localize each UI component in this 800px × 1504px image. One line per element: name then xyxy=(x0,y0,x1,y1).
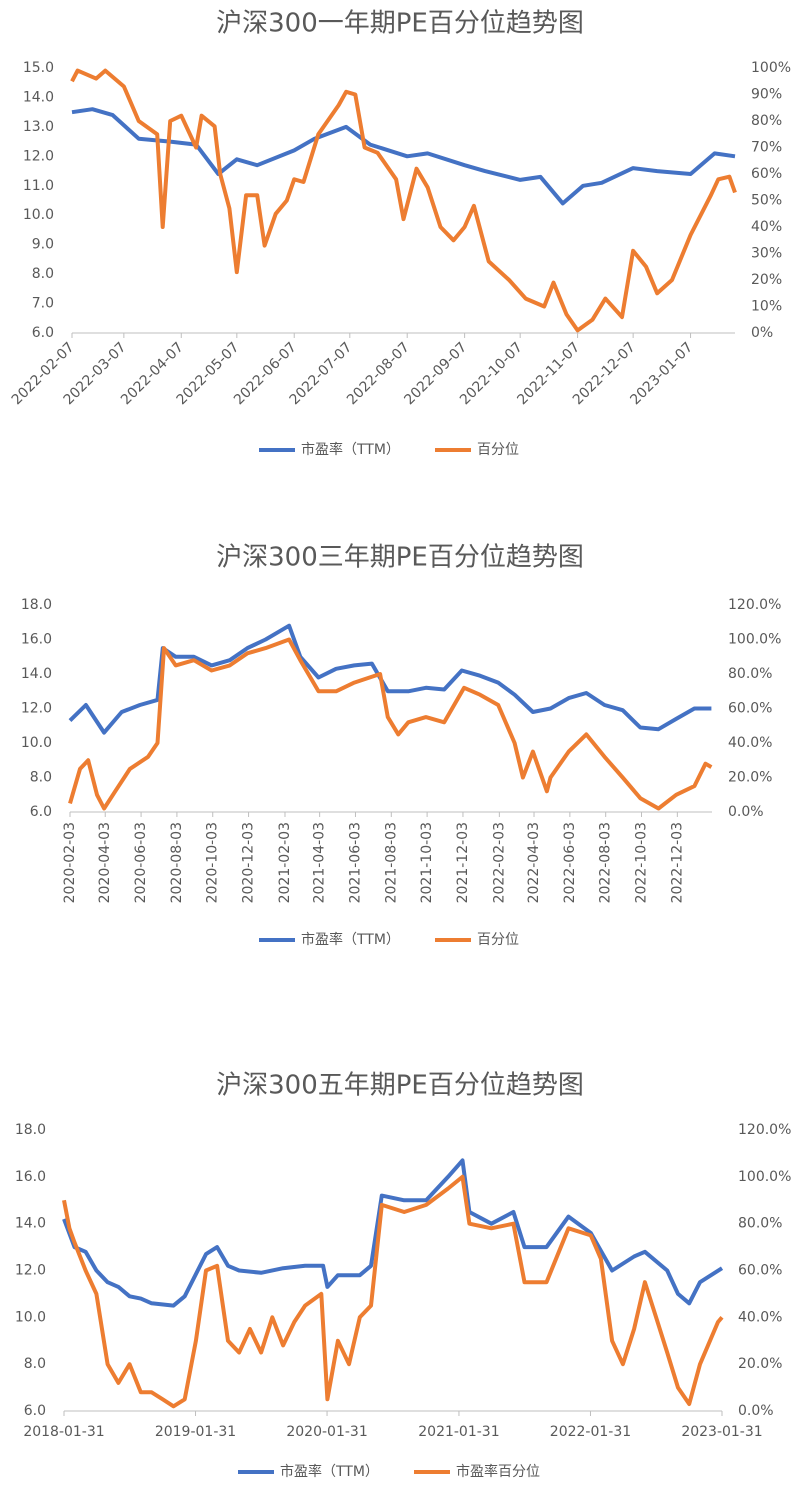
x-tick-label: 2022-06-03 xyxy=(562,822,578,903)
y2-tick-label: 40% xyxy=(751,219,782,235)
y2-tick-label: 40.0% xyxy=(738,1309,782,1325)
x-tick-label: 2022-02-03 xyxy=(491,822,507,903)
y-tick-label: 8.0 xyxy=(32,266,54,282)
x-tick-label: 2020-06-03 xyxy=(133,822,149,903)
y-tick-label: 18.0 xyxy=(21,597,52,613)
series-line xyxy=(68,637,713,811)
y-tick-label: 10.0 xyxy=(21,735,52,751)
chart-title: 沪深300五年期PE百分位趋势图 xyxy=(216,1071,584,1101)
x-tick-label: 2023-01-31 xyxy=(681,1424,762,1440)
y-tick-label: 9.0 xyxy=(32,237,54,253)
y2-tick-label: 20.0% xyxy=(738,1356,782,1372)
y-tick-label: 11.0 xyxy=(23,178,54,194)
y2-tick-label: 60.0% xyxy=(738,1263,782,1279)
x-tick-label: 2022-04-03 xyxy=(526,822,542,903)
y2-tick-label: 20% xyxy=(751,272,782,288)
chart-title: 沪深300一年期PE百分位趋势图 xyxy=(216,9,584,39)
y-tick-label: 10.0 xyxy=(15,1309,46,1325)
legend-label: 市盈率（TTM） xyxy=(301,441,400,458)
series-line xyxy=(71,107,736,206)
x-tick-label: 2022-08-03 xyxy=(598,822,614,903)
y2-tick-label: 100.0% xyxy=(738,1169,791,1185)
x-tick-label: 2020-12-03 xyxy=(241,822,257,903)
y-tick-label: 15.0 xyxy=(23,60,54,76)
y2-tick-label: 60% xyxy=(751,166,782,182)
y2-tick-label: 80% xyxy=(751,113,782,129)
y-tick-label: 12.0 xyxy=(15,1263,46,1279)
y-tick-label: 12.0 xyxy=(21,701,52,717)
y2-tick-label: 80.0% xyxy=(738,1216,782,1232)
y-tick-label: 8.0 xyxy=(30,770,52,786)
x-tick-label: 2020-10-03 xyxy=(205,822,221,903)
y-tick-label: 8.0 xyxy=(24,1356,46,1372)
x-tick-label: 2020-02-03 xyxy=(62,822,78,903)
x-tick-label: 2022-01-31 xyxy=(550,1424,631,1440)
y-tick-label: 14.0 xyxy=(15,1216,46,1232)
y2-tick-label: 120.0% xyxy=(728,597,781,613)
x-tick-label: 2021-04-03 xyxy=(312,822,328,903)
y-tick-label: 10.0 xyxy=(23,207,54,223)
x-tick-label: 2021-02-03 xyxy=(277,822,293,903)
y2-tick-label: 0.0% xyxy=(738,1403,774,1419)
y-tick-label: 13.0 xyxy=(23,119,54,135)
y2-tick-label: 0.0% xyxy=(728,804,764,820)
series-line xyxy=(68,623,712,735)
y-tick-label: 16.0 xyxy=(15,1169,46,1185)
legend-label: 市盈率（TTM） xyxy=(280,1463,379,1480)
y2-tick-label: 20.0% xyxy=(728,770,772,786)
y2-tick-label: 120.0% xyxy=(738,1122,791,1138)
x-tick-label: 2020-01-31 xyxy=(286,1424,367,1440)
y2-tick-label: 70% xyxy=(751,140,782,156)
y-tick-label: 18.0 xyxy=(15,1122,46,1138)
x-tick-label: 2018-01-31 xyxy=(23,1424,104,1440)
x-tick-label: 2022-10-03 xyxy=(634,822,650,903)
y2-tick-label: 60.0% xyxy=(728,701,772,717)
y2-tick-label: 100% xyxy=(751,60,791,76)
y2-tick-label: 100.0% xyxy=(728,632,781,648)
y2-tick-label: 0% xyxy=(751,325,773,341)
y2-tick-label: 40.0% xyxy=(728,735,772,751)
y-tick-label: 14.0 xyxy=(21,666,52,682)
y-tick-label: 14.0 xyxy=(23,89,54,105)
legend-label: 百分位 xyxy=(477,932,519,948)
x-tick-label: 2022-12-03 xyxy=(669,822,685,903)
y-tick-label: 6.0 xyxy=(24,1403,46,1419)
y2-tick-label: 10% xyxy=(751,299,782,315)
series-line xyxy=(62,1158,724,1308)
legend-label: 市盈率百分位 xyxy=(456,1463,540,1480)
legend-label: 市盈率（TTM） xyxy=(301,931,400,948)
y-tick-label: 12.0 xyxy=(23,148,54,164)
y2-tick-label: 90% xyxy=(751,87,782,103)
y2-tick-label: 80.0% xyxy=(728,666,772,682)
series-line xyxy=(70,68,737,333)
x-tick-label: 2019-01-31 xyxy=(155,1424,236,1440)
y-tick-label: 16.0 xyxy=(21,632,52,648)
y-tick-label: 7.0 xyxy=(32,296,54,312)
legend-label: 百分位 xyxy=(477,442,519,458)
y2-tick-label: 30% xyxy=(751,246,782,262)
chart-title: 沪深300三年期PE百分位趋势图 xyxy=(216,543,584,573)
y2-tick-label: 50% xyxy=(751,193,782,209)
x-tick-label: 2021-06-03 xyxy=(347,822,363,903)
x-tick-label: 2020-08-03 xyxy=(169,822,185,903)
x-tick-label: 2021-12-03 xyxy=(455,822,471,903)
x-tick-label: 2021-08-03 xyxy=(383,822,399,903)
x-tick-label: 2021-10-03 xyxy=(419,822,435,903)
y-tick-label: 6.0 xyxy=(32,325,54,341)
series-line xyxy=(62,1174,724,1409)
x-tick-label: 2021-01-31 xyxy=(418,1424,499,1440)
x-tick-label: 2020-04-03 xyxy=(97,822,113,903)
y-tick-label: 6.0 xyxy=(30,804,52,820)
